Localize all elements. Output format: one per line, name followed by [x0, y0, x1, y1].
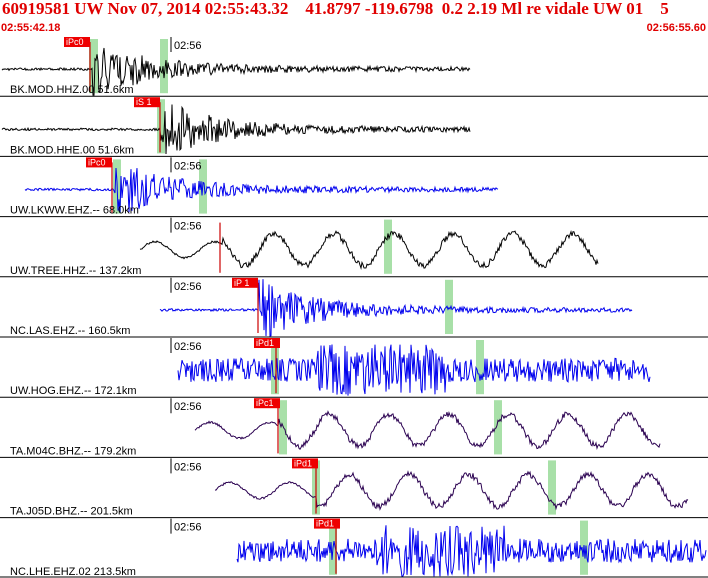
- pick-flag[interactable]: [134, 97, 160, 108]
- pick-window: [157, 99, 165, 154]
- trace-row[interactable]: iPd1 02:56 NC.LHE.EHZ.02 213.5km: [0, 517, 708, 578]
- pick-flag-label: iPd1: [294, 458, 312, 468]
- pick-flag[interactable]: [232, 277, 258, 288]
- pick-window: [384, 219, 392, 274]
- pick-flag-label: iPc0: [66, 37, 84, 47]
- trace-row[interactable]: iPc1 02:56 TA.M04C.BHZ.-- 179.2km: [0, 396, 708, 457]
- station-label: TA.M04C.BHZ.-- 179.2km: [10, 445, 136, 457]
- station-label: NC.LHE.EHZ.02 213.5km: [10, 566, 136, 578]
- waveform: [1, 47, 471, 96]
- minute-tick-label: 02:56: [174, 281, 202, 293]
- pick-flag-label: iS 1: [136, 97, 152, 107]
- minute-tick-label: 02:56: [174, 341, 202, 353]
- trace-row[interactable]: 02:56 UW.TREE.HHZ.-- 137.2km: [0, 216, 708, 277]
- trace-row[interactable]: iS 1 BK.MOD.HHE.00 51.6km: [0, 95, 708, 156]
- pick-flag[interactable]: [86, 157, 112, 168]
- trace-row[interactable]: iP 1 02:56 NC.LAS.EHZ.-- 160.5km: [0, 276, 708, 337]
- minute-tick-label: 02:56: [174, 40, 202, 52]
- waveform: [1, 104, 471, 155]
- pick-flag-label: iPd1: [316, 519, 334, 529]
- station-label: UW.TREE.HHZ.-- 137.2km: [10, 265, 141, 277]
- station-label: UW.LKWW.EHZ.-- 68.0km: [10, 205, 139, 217]
- pick-window: [89, 39, 98, 94]
- station-label: UW.HOG.EHZ.-- 172.1km: [10, 385, 137, 397]
- pick-window: [476, 340, 484, 395]
- station-label: TA.J05D.BHZ.-- 201.5km: [10, 506, 133, 518]
- pick-flag-label: iPc1: [256, 398, 274, 408]
- pick-flag-label: iPc0: [88, 157, 106, 167]
- event-title: 60919581 UW Nov 07, 2014 02:55:43.32 41.…: [2, 0, 669, 18]
- pick-flag[interactable]: [292, 458, 318, 469]
- waveform: [236, 525, 707, 578]
- pick-window: [271, 340, 279, 395]
- trace-row[interactable]: iPc0 02:56 BK.MOD.HHZ.00 51.6km: [1, 37, 471, 96]
- station-label: BK.MOD.HHZ.00 51.6km: [10, 84, 133, 96]
- pick-window: [160, 39, 168, 94]
- event-header: 60919581 UW Nov 07, 2014 02:55:43.32 41.…: [0, 0, 708, 36]
- station-label: BK.MOD.HHE.00 51.6km: [10, 144, 134, 156]
- minute-tick-label: 02:56: [174, 401, 202, 413]
- waveform: [24, 167, 499, 213]
- pick-window: [548, 460, 556, 515]
- pick-flag[interactable]: [64, 37, 90, 47]
- minute-tick-label: 02:56: [174, 160, 202, 172]
- waveform: [177, 344, 651, 396]
- pick-window: [494, 400, 502, 455]
- pick-flag-label: iPd1: [256, 338, 274, 348]
- minute-tick-label: 02:56: [174, 221, 202, 233]
- minute-tick-label: 02:56: [174, 522, 202, 534]
- trace-row[interactable]: iPd1 02:56 UW.HOG.EHZ.-- 172.1km: [0, 336, 708, 397]
- waveform: [214, 470, 689, 511]
- station-label: NC.LAS.EHZ.-- 160.5km: [10, 325, 130, 337]
- pick-flag[interactable]: [314, 518, 340, 529]
- pick-flag[interactable]: [254, 338, 280, 348]
- minute-tick-label: 02:56: [174, 461, 202, 473]
- trace-row[interactable]: iPc0 02:56 UW.LKWW.EHZ.-- 68.0km: [0, 155, 708, 217]
- waveform: [194, 410, 661, 451]
- trace-row[interactable]: iPd1 02:56 TA.J05D.BHZ.-- 201.5km: [0, 456, 708, 518]
- pick-flag-label: iP 1: [234, 278, 249, 288]
- window-start-time: 02:55:42.18: [1, 22, 61, 34]
- waveform: [159, 279, 633, 337]
- pick-flag[interactable]: [254, 398, 280, 409]
- window-end-time: 02:56:55.60: [646, 22, 706, 34]
- waveform: [139, 229, 599, 270]
